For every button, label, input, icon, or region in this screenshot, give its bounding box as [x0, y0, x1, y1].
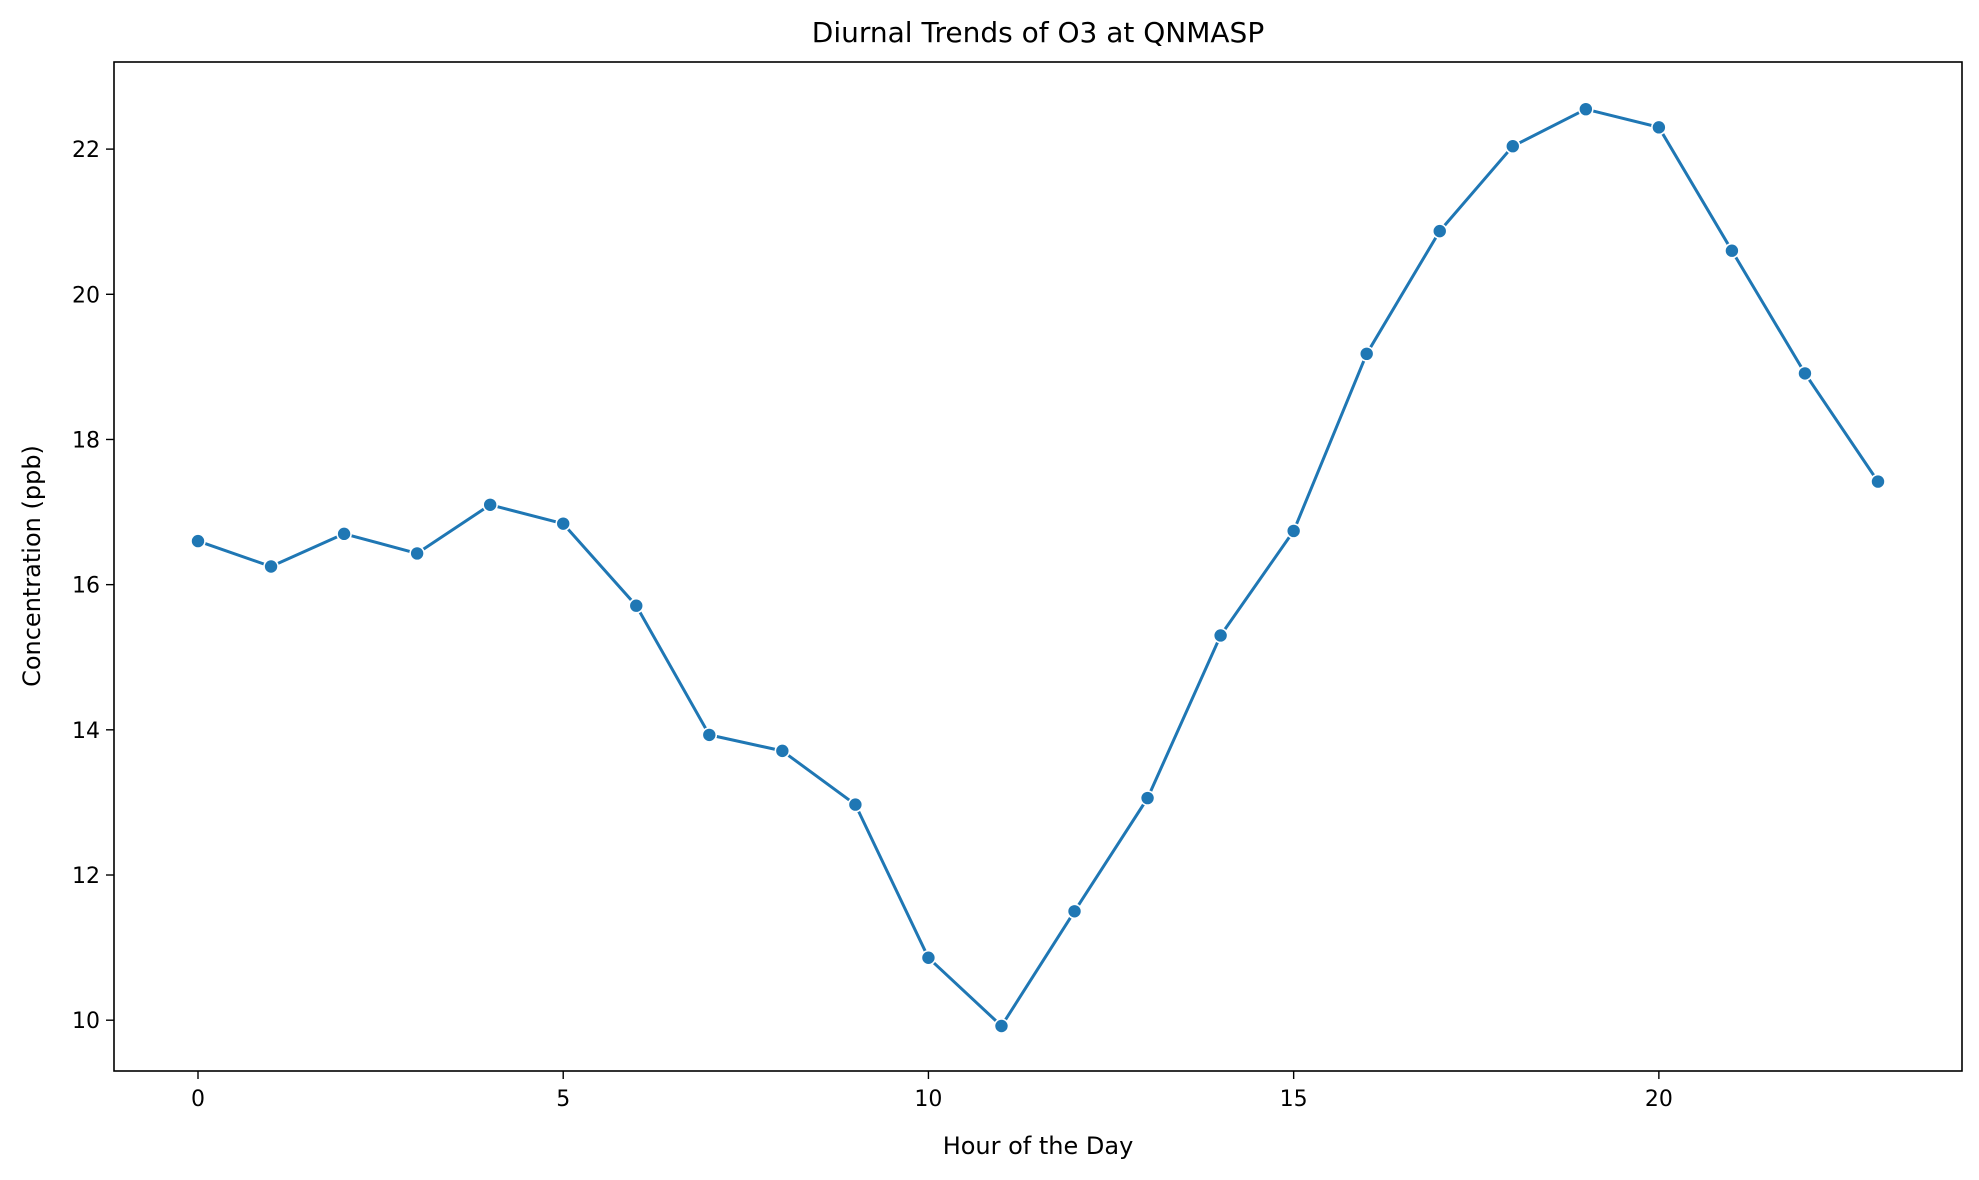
series-group [190, 101, 1886, 1034]
x-tick-label: 15 [1280, 1087, 1308, 1112]
x-axis-label: Hour of the Day [943, 1132, 1134, 1160]
data-point [1578, 101, 1594, 117]
data-point [1358, 346, 1375, 362]
x-axis: 0 5 10 15 20 [191, 1071, 1673, 1112]
y-tick-label: 20 [72, 283, 100, 308]
series-line [197, 107, 1880, 1028]
plot-frame [113, 61, 1963, 1072]
data-point [1651, 119, 1667, 136]
data-point [993, 1018, 1010, 1034]
data-point [1797, 365, 1813, 382]
y-axis-label: Concentration (ppb) [18, 445, 46, 687]
data-point [1285, 523, 1302, 539]
data-point [1870, 473, 1886, 490]
data-point [920, 949, 937, 966]
data-point [555, 515, 572, 532]
data-point [847, 796, 864, 813]
y-tick-label: 12 [72, 864, 100, 889]
x-tick-label: 0 [191, 1087, 205, 1112]
data-point [1504, 138, 1521, 155]
x-tick-label: 10 [914, 1087, 942, 1112]
data-point [482, 496, 498, 513]
data-point [336, 526, 352, 542]
x-tick-label: 20 [1645, 1087, 1673, 1112]
y-tick-label: 22 [72, 138, 100, 163]
data-point [409, 545, 425, 562]
y-tick-label: 18 [72, 428, 100, 453]
data-point [1066, 903, 1083, 920]
y-tick-label: 10 [72, 1009, 100, 1034]
data-point [1431, 223, 1448, 239]
chart-title: Diurnal Trends of O3 at QNMASP [812, 16, 1264, 49]
data-point [628, 597, 645, 614]
y-axis: 10 12 14 16 18 20 22 [72, 138, 114, 1034]
data-point [774, 743, 791, 759]
data-point [701, 727, 718, 743]
data-point [190, 533, 206, 549]
data-point [1139, 790, 1156, 806]
data-point [1724, 242, 1740, 259]
y-tick-label: 14 [72, 719, 100, 744]
y-tick-label: 16 [72, 574, 100, 599]
x-tick-label: 5 [556, 1087, 570, 1112]
data-point [1212, 627, 1229, 644]
data-point [263, 558, 279, 575]
